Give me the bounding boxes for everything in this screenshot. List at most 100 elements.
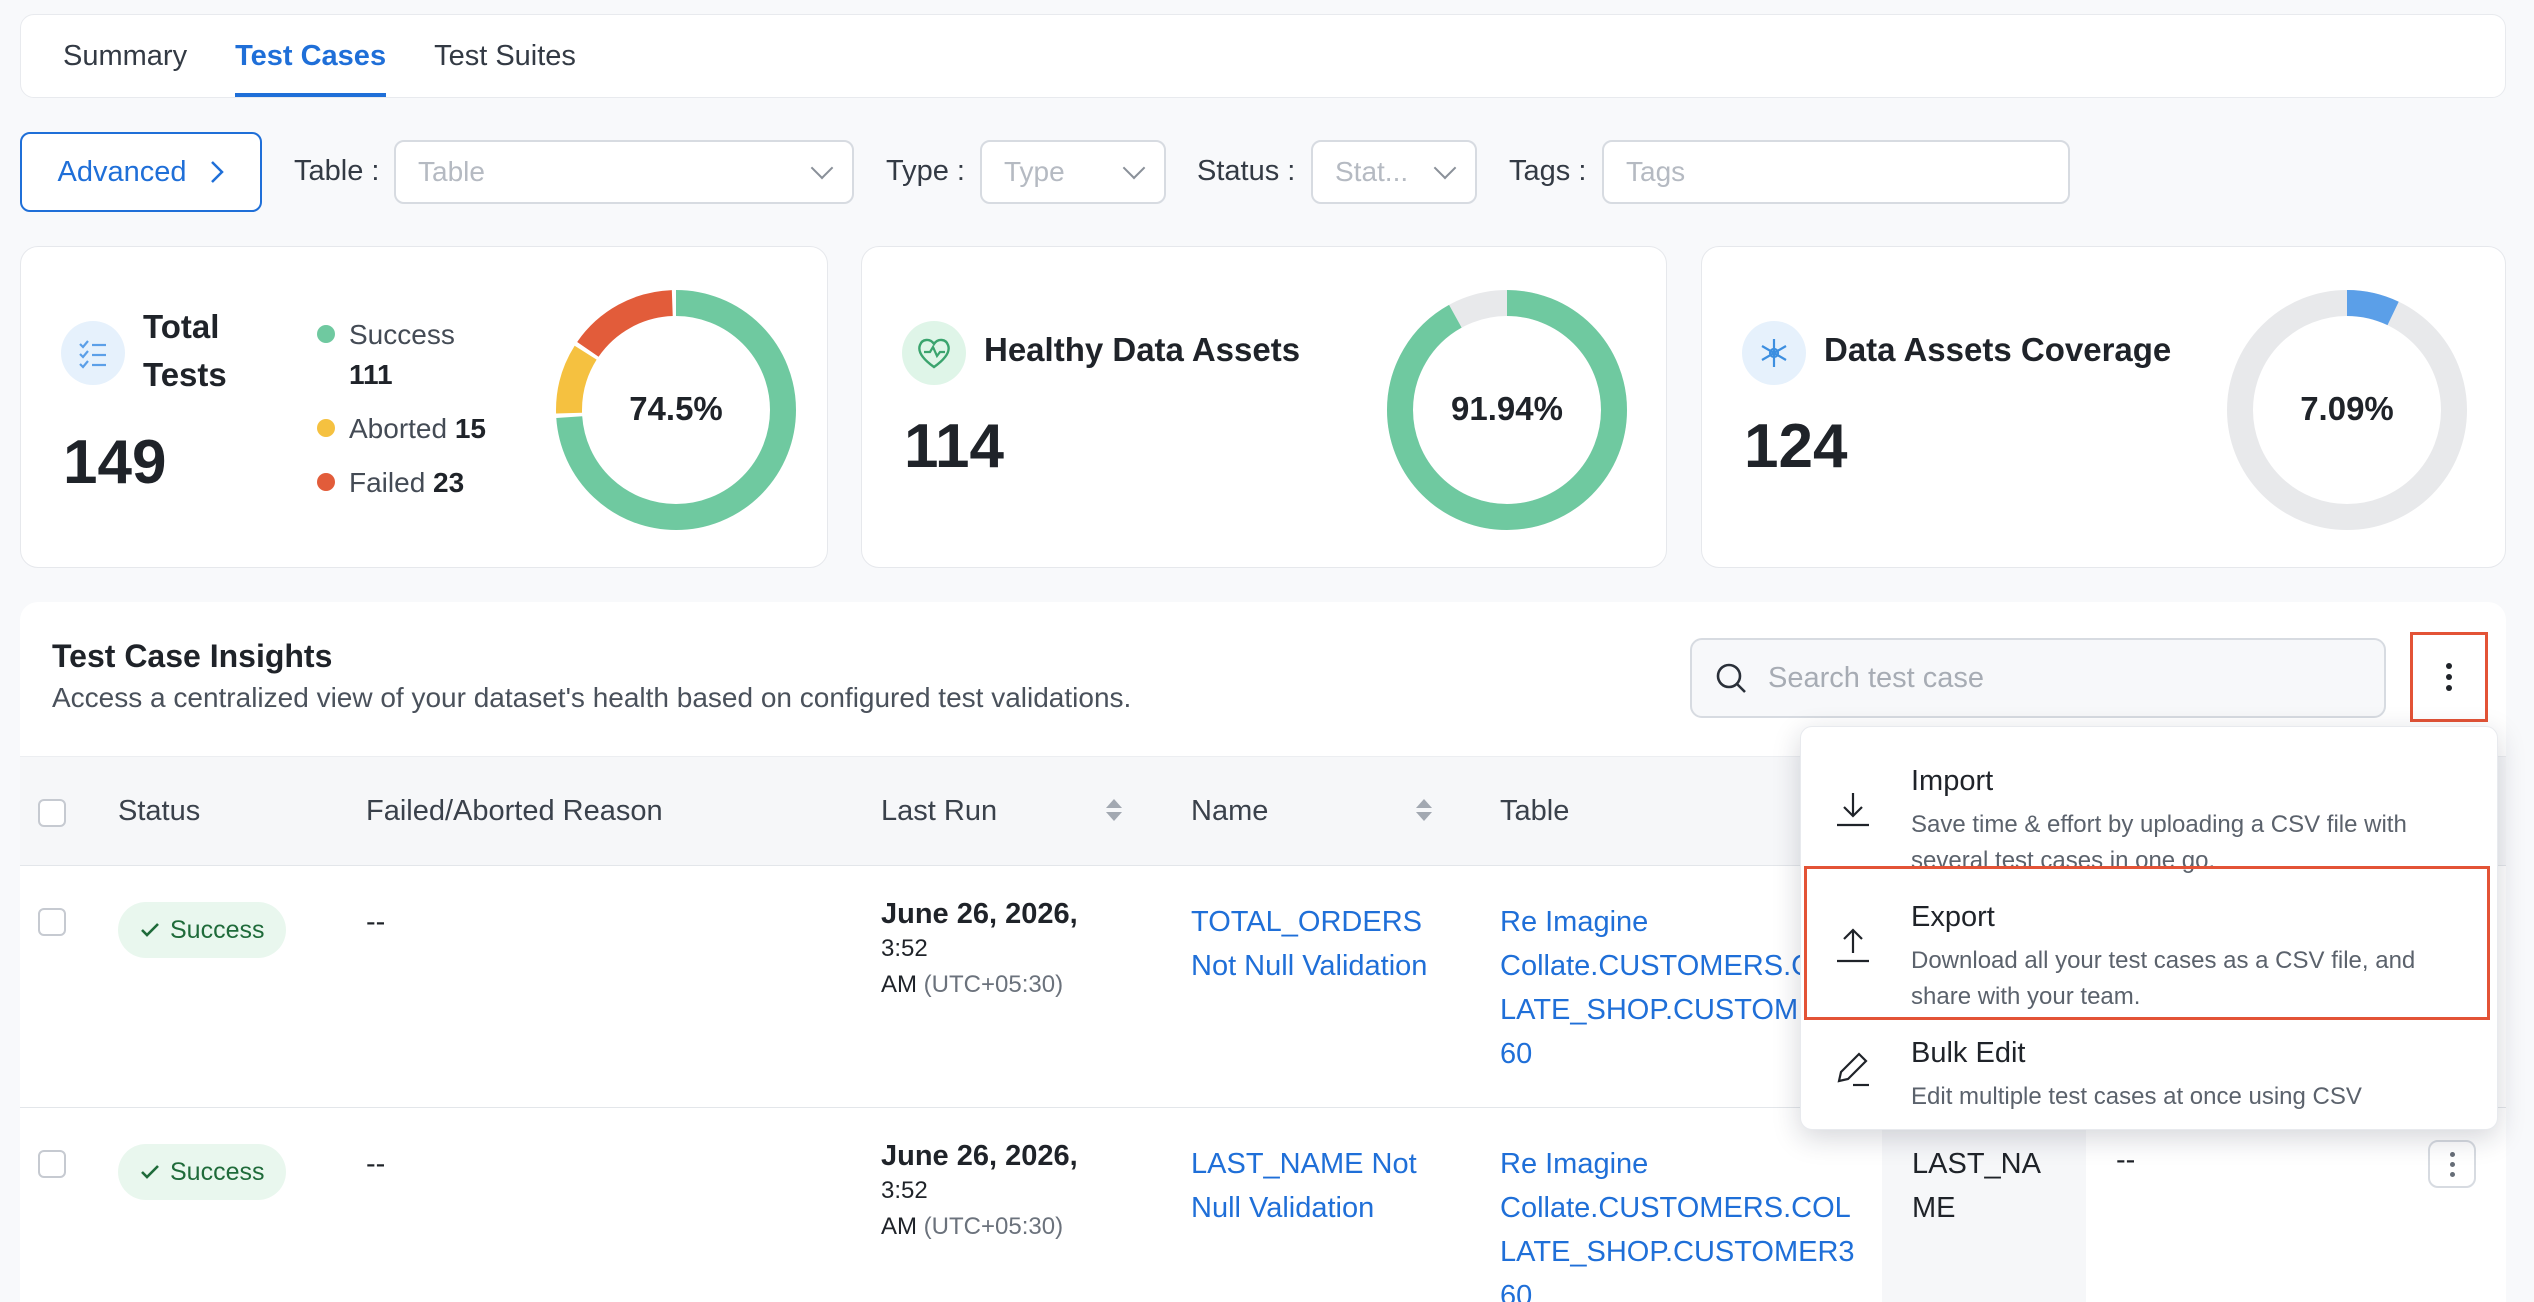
table-filter-select[interactable]: Table [394,140,854,204]
select-all-checkbox[interactable] [38,799,66,827]
healthy-donut-fill [1387,290,1627,530]
status-badge: Success [118,902,287,958]
more-options-button[interactable] [2410,632,2488,722]
legend-failed: Failed 23 [317,463,486,503]
test-case-name-link[interactable]: TOTAL_ORDERS Not Null Validation [1191,900,1427,988]
type-filter-placeholder: Type [1004,156,1065,187]
reason-cell: -- [366,1148,386,1180]
data-assets-coverage-title: Data Assets Coverage [1824,331,2172,368]
row-actions-button[interactable] [2428,1140,2476,1188]
last-run-cell: June 26, 2026, 3:52 AM (UTC+05:30) [881,1140,1078,1245]
status-badge: Success [118,1144,287,1200]
total-tests-donut: 74.5% [556,290,796,530]
header-name[interactable]: Name [1191,795,1269,827]
last-run-date: June 26, 2026, [881,1140,1078,1172]
column-cell: LAST_NA ME [1912,1142,2041,1230]
advanced-label: Advanced [57,155,187,188]
type-filter-label: Type : [886,155,965,187]
legend-success: Success 111 [317,315,486,395]
row-checkbox[interactable] [38,1150,66,1178]
tags-filter-placeholder: Tags [1626,156,1686,187]
legend-aborted-value: 15 [454,413,487,444]
legend-success-value: 111 [349,359,393,390]
menu-import-title: Import [1911,765,1994,797]
tab-bar: Summary Test Cases Test Suites [20,14,2506,98]
table-link[interactable]: Re Imagine Collate.CUSTOMERS.COL LATE_SH… [1500,1142,1855,1302]
kebab-icon [2446,663,2452,691]
header-last-run[interactable]: Last Run [881,795,998,827]
table-line-4: 60 [1500,1280,1533,1302]
tab-summary[interactable]: Summary [63,40,188,72]
healthy-data-assets-card: Healthy Data Assets 114 91.94% [861,246,1667,568]
tab-test-cases[interactable]: Test Cases [235,40,387,97]
extra-cell: -- [2116,1144,2136,1176]
export-highlight-box [1804,866,2490,1020]
check-icon [141,923,159,937]
menu-item-bulk-edit[interactable]: Bulk Edit Edit multiple test cases at on… [1801,1021,2499,1117]
search-icon [1716,663,1746,693]
advanced-button[interactable]: Advanced [20,132,262,212]
kebab-icon [2449,1151,2455,1177]
pencil-icon [1837,1052,1869,1087]
table-filter-label: Table : [294,155,380,187]
status-filter-select[interactable]: Stat... [1311,140,1477,204]
sort-icon[interactable] [1416,799,1432,821]
last-run-cell: June 26, 2026, 3:52 AM (UTC+05:30) [881,898,1078,1003]
donut-segment-success [556,290,796,530]
total-tests-value: 149 [63,428,167,497]
upload-icon [1837,928,1869,963]
table-line-2: Collate.CUSTOMERS.C [1500,950,1813,982]
search-input[interactable] [1768,661,2368,695]
name-line-1: TOTAL_ORDERS [1191,906,1422,938]
name-line-1: LAST_NAME Not [1191,1148,1417,1180]
tags-filter-input[interactable]: Tags [1602,140,2070,204]
last-run-ampm: AM [881,971,917,998]
type-filter-select[interactable]: Type [980,140,1166,204]
last-run-tz: (UTC+05:30) [923,971,1064,998]
tab-test-suites[interactable]: Test Suites [434,40,576,72]
data-assets-coverage-value: 124 [1744,412,1848,481]
table-line-4: 60 [1500,1038,1533,1070]
healthy-data-assets-percent: 91.94% [1451,390,1563,427]
chevron-right-icon [210,161,224,183]
download-icon [1837,793,1869,827]
legend-aborted: Aborted 15 [317,409,486,449]
menu-import-desc: Save time & effort by uploading a CSV fi… [1911,811,2407,874]
table-line-1: Re Imagine [1500,906,1649,938]
name-line-2: Null Validation [1191,1192,1375,1224]
total-tests-title: Total Tests [143,308,227,393]
chevron-down-icon [1433,156,1457,180]
healthy-data-assets-donut: 91.94% [1387,290,1627,530]
name-line-2: Not Null Validation [1191,950,1428,982]
menu-item-export[interactable]: Export Download all your test cases as a… [1801,885,2499,1010]
chevron-down-icon [810,156,834,180]
header-table: Table [1500,795,1570,827]
table-link[interactable]: Re Imagine Collate.CUSTOMERS.C LATE_SHOP… [1500,900,1818,1076]
reason-cell: -- [366,906,386,938]
menu-export-title: Export [1911,901,1995,933]
chevron-down-icon [1122,156,1146,180]
total-tests-percent: 74.5% [629,390,723,427]
status-text: Success [170,1157,265,1186]
menu-item-import[interactable]: Import Save time & effort by uploading a… [1801,749,2499,874]
last-run-tz: (UTC+05:30) [923,1213,1064,1240]
row-checkbox[interactable] [38,908,66,936]
legend-failed-value: 23 [433,467,465,498]
last-run-date: June 26, 2026, [881,898,1078,930]
insights-title: Test Case Insights [52,638,333,674]
snowflake-icon [1742,321,1806,385]
test-case-name-link[interactable]: LAST_NAME Not Null Validation [1191,1142,1417,1230]
table-row: Success -- June 26, 2026, 3:52 AM (UTC+0… [20,1108,2506,1302]
column-line-2: ME [1912,1192,1956,1224]
sort-icon[interactable] [1106,799,1122,821]
aborted-dot [317,419,335,437]
menu-export-desc: Download all your test cases as a CSV fi… [1911,947,2416,1010]
data-assets-coverage-card: Data Assets Coverage 124 7.09% [1701,246,2506,568]
donut-segment-aborted [556,290,796,530]
column-highlight [1882,1108,2086,1302]
table-line-3: LATE_SHOP.CUSTOMER3 [1500,1236,1855,1268]
check-icon [141,1165,159,1179]
menu-bulk-edit-desc: Edit multiple test cases at once using C… [1911,1083,2362,1110]
legend-aborted-label: Aborted [349,413,448,444]
healthy-data-assets-value: 114 [904,412,1005,481]
